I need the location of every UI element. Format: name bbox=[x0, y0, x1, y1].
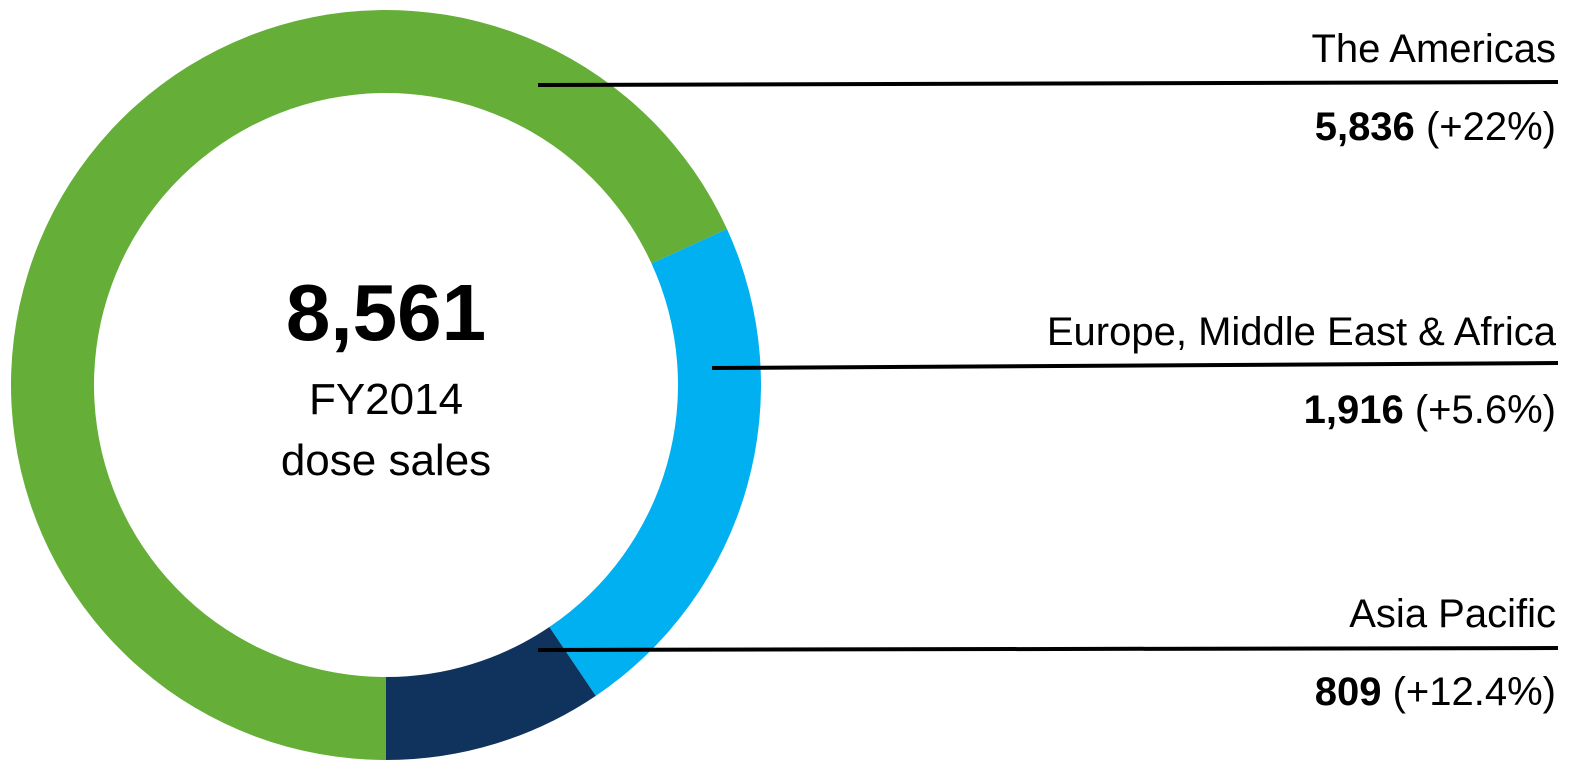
change-label: (+12.4%) bbox=[1393, 670, 1556, 714]
change-label: (+5.6%) bbox=[1415, 388, 1556, 432]
leader-line bbox=[537, 646, 1559, 652]
change-label: (+22%) bbox=[1426, 105, 1556, 149]
region-value: 809 (+12.4%) bbox=[1315, 670, 1556, 714]
leader-line bbox=[711, 361, 1559, 370]
value-label: 809 bbox=[1315, 670, 1382, 714]
value-label: 5,836 bbox=[1315, 105, 1415, 149]
total-value: 8,561 bbox=[286, 268, 486, 357]
leader-line bbox=[537, 80, 1559, 87]
center-text: dose sales bbox=[281, 436, 491, 485]
region-label: Europe, Middle East & Africa bbox=[1047, 310, 1557, 354]
center-text: FY2014 bbox=[309, 375, 463, 424]
region-label: Asia Pacific bbox=[1349, 592, 1556, 636]
region-label: The Americas bbox=[1311, 27, 1556, 71]
donut-segment bbox=[549, 228, 761, 696]
value-label: 1,916 bbox=[1304, 388, 1404, 432]
region-value: 1,916 (+5.6%) bbox=[1304, 388, 1556, 432]
donut-segment bbox=[386, 627, 596, 760]
region-value: 5,836 (+22%) bbox=[1315, 105, 1556, 149]
